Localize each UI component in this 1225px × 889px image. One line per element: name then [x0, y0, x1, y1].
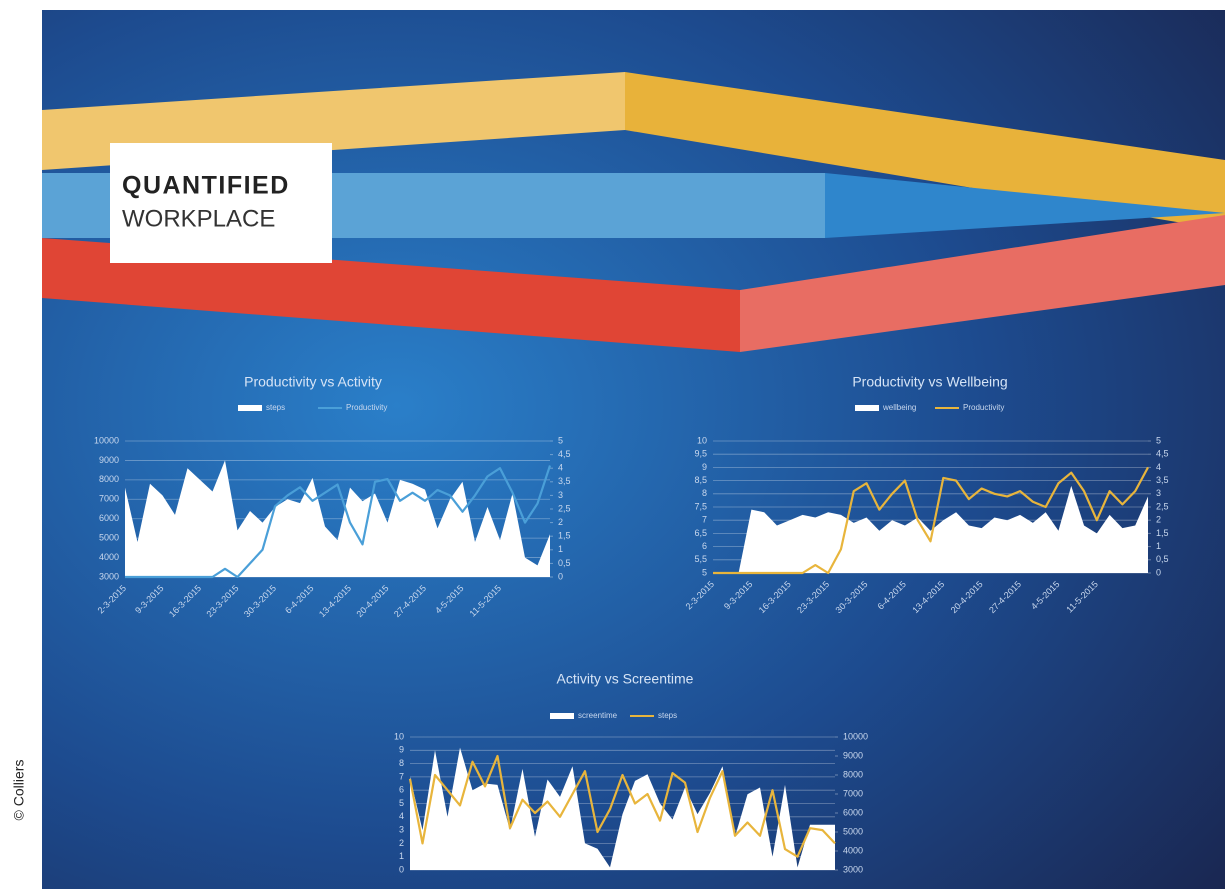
credit: © Colliers	[11, 760, 27, 821]
y2-tick-label: 2,5	[558, 503, 571, 513]
y2-tick-label: 4000	[843, 845, 863, 855]
y2-tick-label: 1	[1156, 541, 1161, 551]
page: QUANTIFIED WORKPLACE © Colliers Producti…	[0, 0, 1225, 889]
y-tick-label: 7	[399, 771, 404, 781]
legend-label: wellbeing	[882, 403, 916, 412]
chart-title: Productivity vs Activity	[244, 374, 382, 390]
y2-tick-label: 5000	[843, 826, 863, 836]
y-tick-label: 1	[399, 851, 404, 861]
y2-tick-label: 0,5	[1156, 554, 1169, 564]
y-tick-label: 9,5	[694, 449, 707, 459]
y-tick-label: 8	[399, 758, 404, 768]
y-tick-label: 8000	[99, 474, 119, 484]
y-tick-label: 4000	[99, 552, 119, 562]
y2-tick-label: 0,5	[558, 558, 571, 568]
y-tick-label: 0	[399, 864, 404, 874]
y2-tick-label: 10000	[843, 731, 868, 741]
chart-title: Productivity vs Wellbeing	[852, 374, 1007, 390]
y-tick-label: 6000	[99, 513, 119, 523]
legend-swatch	[550, 713, 574, 719]
y-tick-label: 9000	[99, 455, 119, 465]
y-tick-label: 8	[702, 488, 707, 498]
y-tick-label: 4	[399, 811, 404, 821]
y2-tick-label: 3,5	[1156, 475, 1169, 485]
y-tick-label: 6,5	[694, 528, 707, 538]
y-tick-label: 7000	[99, 494, 119, 504]
y-tick-label: 7	[702, 515, 707, 525]
y2-tick-label: 1,5	[1156, 528, 1169, 538]
y2-tick-label: 3000	[843, 864, 863, 874]
legend-label: Productivity	[346, 403, 387, 412]
y2-tick-label: 9000	[843, 750, 863, 760]
y2-tick-label: 2,5	[1156, 501, 1169, 511]
y2-tick-label: 4	[558, 463, 563, 473]
y-tick-label: 3000	[99, 571, 119, 581]
y-tick-label: 2	[399, 838, 404, 848]
legend-label: steps	[658, 711, 677, 720]
y2-tick-label: 4	[1156, 462, 1161, 472]
y2-tick-label: 0	[1156, 567, 1161, 577]
y-tick-label: 10	[697, 435, 707, 445]
y2-tick-label: 5	[1156, 435, 1161, 445]
y2-tick-label: 8000	[843, 769, 863, 779]
y2-tick-label: 5	[558, 435, 563, 445]
y-tick-label: 5,5	[694, 554, 707, 564]
y2-tick-label: 4,5	[558, 449, 571, 459]
y-tick-label: 9	[702, 462, 707, 472]
y-tick-label: 5000	[99, 533, 119, 543]
legend-label: screentime	[578, 711, 618, 720]
y-tick-label: 9	[399, 745, 404, 755]
y2-tick-label: 2	[558, 517, 563, 527]
y2-tick-label: 1	[558, 544, 563, 554]
y2-tick-label: 2	[1156, 515, 1161, 525]
legend-label: steps	[266, 403, 285, 412]
y-tick-label: 6	[702, 541, 707, 551]
y2-tick-label: 4,5	[1156, 449, 1169, 459]
y-tick-label: 10000	[94, 435, 119, 445]
y2-tick-label: 1,5	[558, 531, 571, 541]
title-light: WORKPLACE	[122, 205, 275, 232]
y-tick-label: 3	[399, 824, 404, 834]
y-tick-label: 5	[702, 567, 707, 577]
y2-tick-label: 6000	[843, 807, 863, 817]
title-box	[110, 143, 332, 263]
y-tick-label: 6	[399, 785, 404, 795]
y2-tick-label: 3,5	[558, 476, 571, 486]
legend-label: Productivity	[963, 403, 1004, 412]
legend-swatch	[855, 405, 879, 411]
title-bold: QUANTIFIED	[122, 172, 290, 200]
y2-tick-label: 0	[558, 571, 563, 581]
y2-tick-label: 7000	[843, 788, 863, 798]
chart-title: Activity vs Screentime	[557, 671, 694, 687]
y-tick-label: 5	[399, 798, 404, 808]
y-tick-label: 10	[394, 731, 404, 741]
y2-tick-label: 3	[1156, 488, 1161, 498]
y2-tick-label: 3	[558, 490, 563, 500]
legend-swatch	[238, 405, 262, 411]
y-tick-label: 7,5	[694, 501, 707, 511]
y-tick-label: 8,5	[694, 475, 707, 485]
